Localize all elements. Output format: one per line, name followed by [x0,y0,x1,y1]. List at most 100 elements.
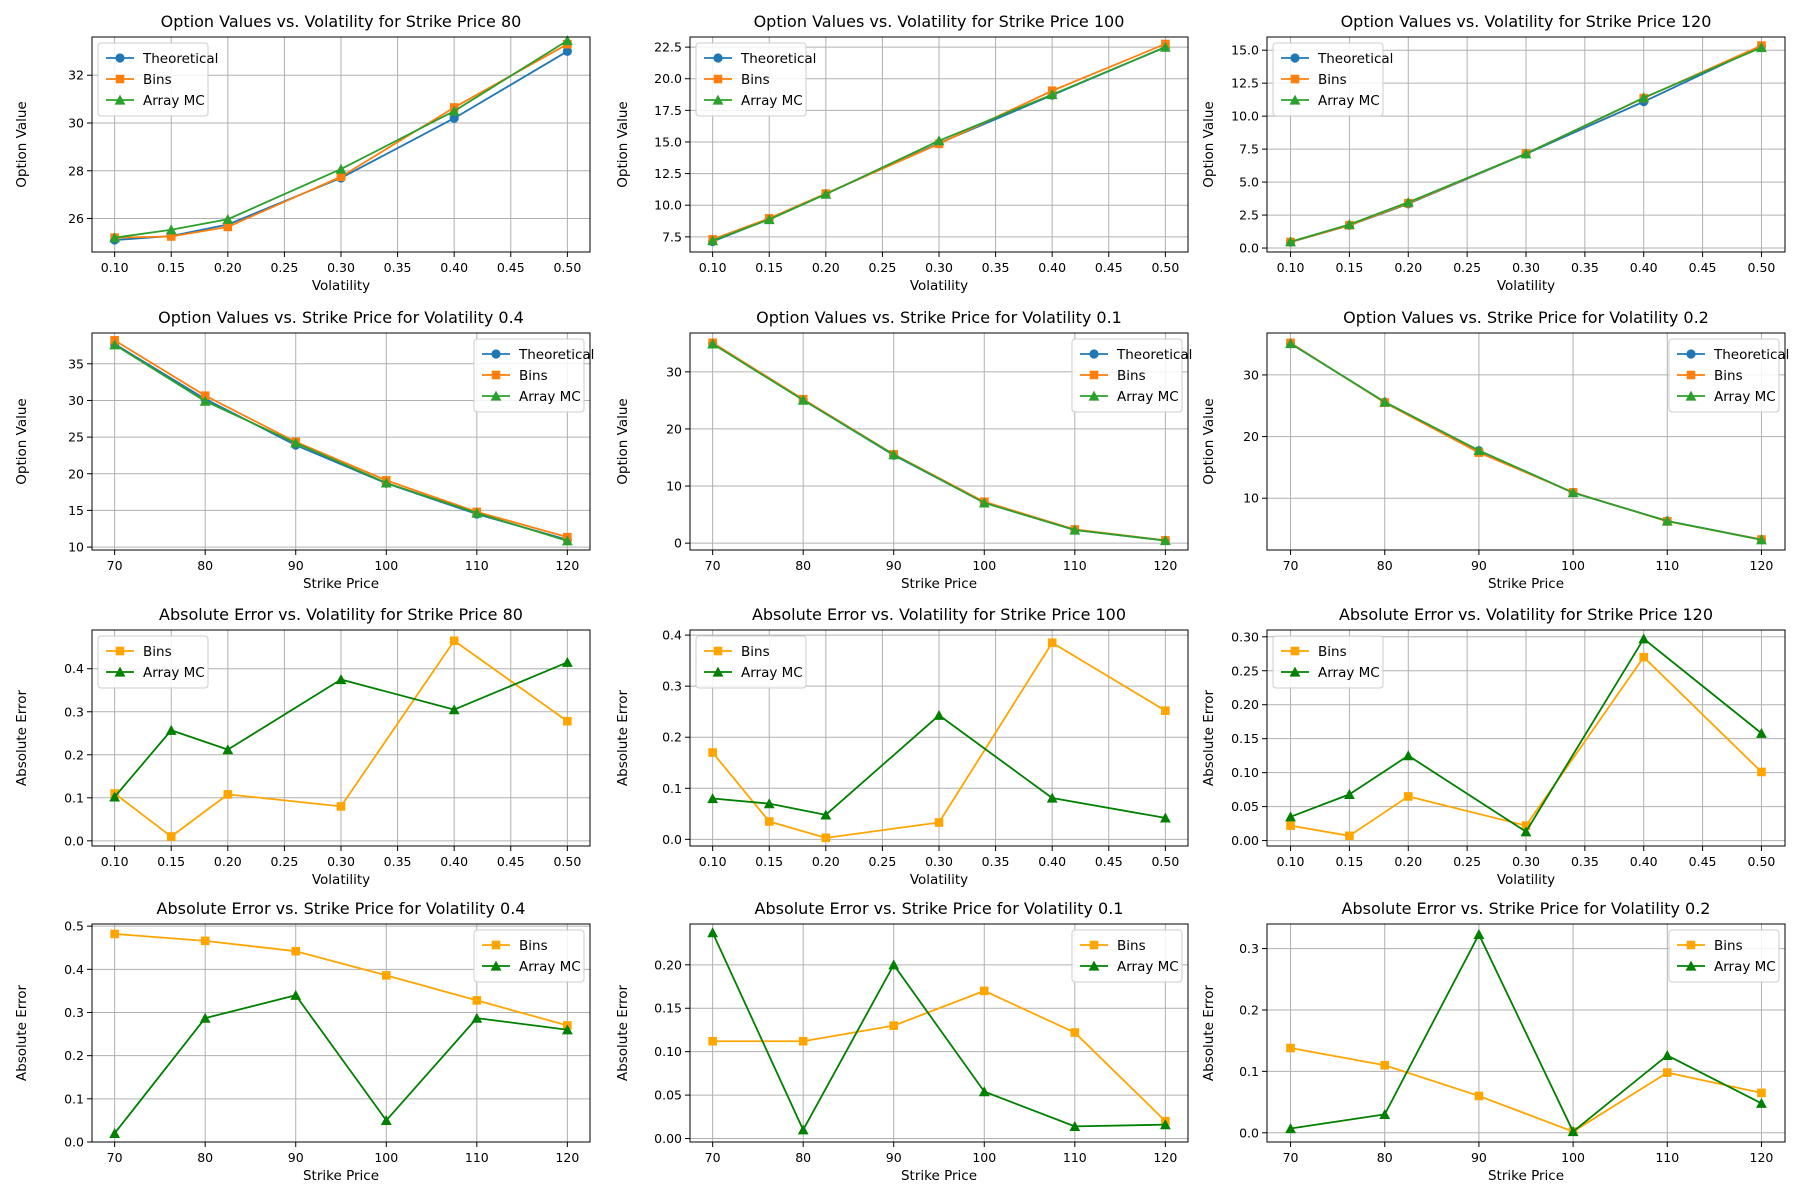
data-point-array-mc [380,1115,392,1126]
y-tick-label: 0.3 [1239,941,1259,956]
data-point-bins [1474,1091,1484,1101]
y-tick-label: 10 [68,540,84,555]
y-tick-label: 30 [68,393,84,408]
y-tick-label: 0.2 [662,730,682,745]
data-point-array-mc [707,235,719,246]
data-point-array-mc [335,163,347,174]
x-tick-label: 0.50 [1151,854,1179,869]
series-line-array-mc [113,994,568,1134]
legend-label: Theoretical [1116,347,1192,363]
data-point-array-mc [1756,1097,1767,1108]
subplot-8: 0.10 0.15 0.20 0.25 0.30 0.35 0.40 0.45 0.50 0.0 0… [615,605,1189,888]
legend: Theoretical Bins Array MC [97,42,218,117]
data-point-array-mc [199,395,211,406]
data-point-array-mc [1473,445,1485,456]
data-point-bins [1070,1028,1080,1037]
legend-label: Bins [143,72,172,88]
data-point-array-mc [1567,1126,1579,1137]
y-tick-label: 0.3 [64,704,84,719]
axes-frame [1266,332,1786,551]
y-axis-label: Option Value [615,398,631,484]
legend-frame [1272,635,1384,689]
data-point-array-mc [1344,219,1355,230]
subplot-7: 0.10 0.15 0.20 0.25 0.30 0.35 0.40 0.45 0.50 0.0 0… [14,605,591,888]
y-tick-label: 25 [68,430,84,445]
legend: Theoretical Bins Array MC [473,338,594,413]
data-point-bins [563,716,572,726]
data-point-bins [1286,1043,1295,1053]
legend-label: Theoretical [518,347,594,363]
data-point-bins [381,971,391,980]
subplot-9: 0.10 0.15 0.20 0.25 0.30 0.35 0.40 0.45 0.50 0.00… [1201,605,1786,888]
series-line-bins [114,43,568,239]
data-point-array-mc [888,449,900,460]
x-tick-label: 0.30 [1512,260,1540,275]
chart-title: Absolute Error vs. Strike Price for Vola… [1342,899,1711,918]
series-line-array-mc [1290,933,1762,1133]
data-point-array-mc [1661,515,1673,526]
x-tick-label: 120 [555,1150,579,1165]
x-tick-label: 110 [465,1150,489,1165]
x-tick-label: 0.15 [157,854,185,869]
x-tick-label: 70 [1283,558,1299,573]
data-point-array-mc [222,213,234,224]
legend-label: Bins [1714,938,1743,954]
legend-marker [1685,960,1697,971]
legend-label: Array MC [1117,959,1179,975]
x-tick-label: 0.25 [1453,854,1481,869]
series-line-array-mc [712,46,1166,242]
y-tick-label: 0.0 [1239,1125,1259,1140]
y-tick-label: 0.0 [64,1135,84,1150]
y-axis-label: Option Value [1201,398,1217,484]
y-tick-label: 30 [1243,367,1259,382]
subplot-3: 0.10 0.15 0.20 0.25 0.30 0.35 0.40 0.45 0.50 0.0 2… [1201,12,1786,294]
x-tick-label: 80 [795,1150,811,1165]
legend-marker [713,74,723,84]
legend-label: Array MC [741,665,803,681]
y-axis-label: Absolute Error [615,984,631,1081]
y-tick-label: 0.1 [64,1091,84,1106]
y-tick-label: 20 [68,466,84,481]
y-tick-label: 0.15 [654,1001,682,1016]
series-line-array-mc [1290,46,1762,243]
y-tick-label: 0.30 [1231,629,1259,644]
x-tick-label: 70 [107,558,123,573]
y-tick-label: 0.25 [1231,663,1259,678]
x-tick-label: 0.20 [812,854,840,869]
data-point-array-mc [1159,812,1171,823]
x-tick-label: 110 [1655,1150,1679,1165]
legend-frame [1071,338,1183,413]
y-tick-label: 0.20 [654,957,682,972]
legend-label: Theoretical [1317,51,1393,67]
x-tick-label: 0.25 [868,260,896,275]
data-point-array-mc [1567,487,1579,498]
chart-title: Absolute Error vs. Strike Price for Vola… [755,899,1124,918]
legend-label: Bins [1117,368,1146,384]
x-tick-label: 0.40 [1038,854,1066,869]
data-point-array-mc [561,1024,573,1035]
legend: Bins Array MC [695,635,807,689]
legend-label: Array MC [1318,665,1380,681]
chart-title: Option Values vs. Strike Price for Volat… [1343,308,1709,327]
legend: Bins Array MC [97,635,209,689]
x-tick-label: 100 [374,558,398,573]
y-axis-label: Absolute Error [14,984,30,1081]
legend-label: Bins [1714,368,1743,384]
legend-label: Array MC [1714,959,1776,975]
x-tick-label: 0.15 [1335,260,1363,275]
y-tick-label: 0.2 [1239,1002,1259,1017]
x-tick-label: 70 [705,1150,721,1165]
data-point-array-mc [561,656,573,667]
data-point-array-mc [1402,750,1414,761]
data-point-bins [1380,1060,1390,1070]
data-point-array-mc [707,338,719,349]
legend-label: Theoretical [1713,347,1789,363]
data-point-array-mc [763,214,775,225]
y-tick-label: 15.0 [1231,43,1259,58]
x-axis-label: Volatility [312,278,370,294]
y-tick-label: 32 [68,68,84,83]
data-point-bins [821,833,831,843]
y-tick-label: 10 [666,479,682,494]
x-tick-label: 100 [972,1150,996,1165]
